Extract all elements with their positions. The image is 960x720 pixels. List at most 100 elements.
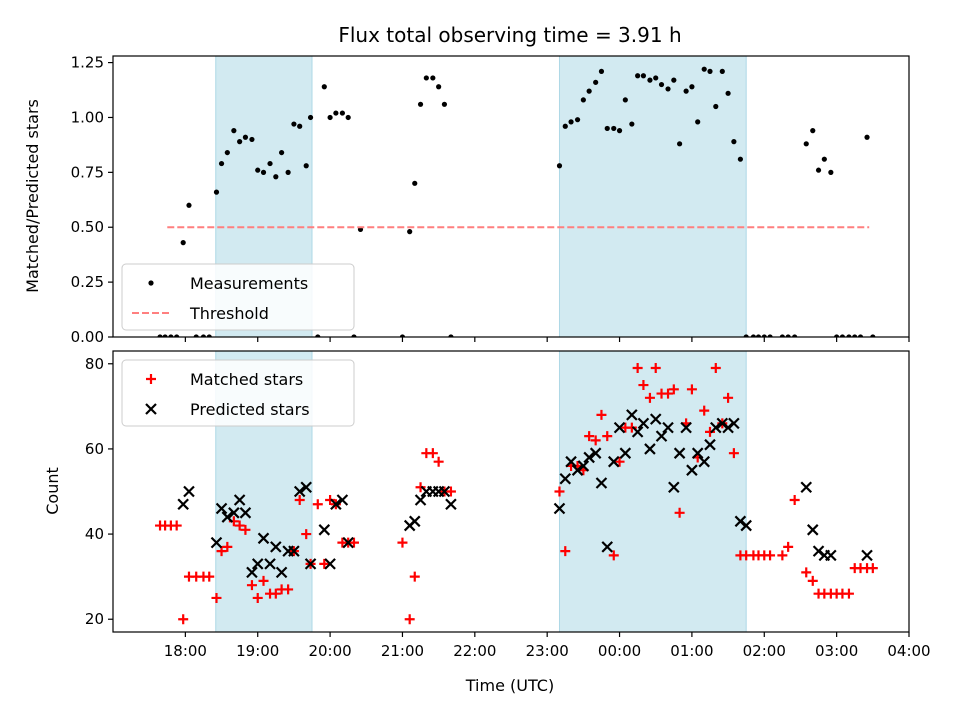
measurements-point <box>580 97 586 103</box>
x-tick-label: 03:00 <box>815 642 858 660</box>
measurements-point <box>321 84 327 90</box>
predicted-stars-point <box>304 558 317 570</box>
predicted-stars-point <box>825 549 837 562</box>
measurements-point <box>174 334 180 337</box>
predicted-stars-point <box>673 447 686 459</box>
y-tick-label: 20 <box>85 610 104 628</box>
y-tick-label: 80 <box>85 355 104 373</box>
measurements-point <box>671 77 677 83</box>
measurements-point <box>213 189 220 195</box>
measurements-point <box>695 119 701 125</box>
measurements-point <box>200 334 207 337</box>
measurements-point <box>218 160 225 167</box>
y-tick-label: 0.75 <box>71 163 104 181</box>
measurements-point <box>731 139 737 145</box>
measurements-point <box>755 334 762 337</box>
plot-area <box>155 363 878 625</box>
bottom-y-axis-label: Count <box>43 467 62 515</box>
matched-stars-point <box>171 520 182 531</box>
legend: Measurements Threshold <box>121 263 355 331</box>
matched-stars-point <box>765 550 776 561</box>
predicted-stars-point <box>318 524 331 536</box>
y-tick-label: 1.00 <box>71 108 104 126</box>
matched-stars-point <box>801 567 812 578</box>
predicted-stars-point <box>861 549 873 562</box>
matched-stars-point <box>445 486 456 497</box>
predicted-stars-point <box>324 558 336 570</box>
matched-stars-point <box>178 614 189 625</box>
y-tick-label: 0.50 <box>71 218 104 236</box>
matched-stars-point <box>789 495 800 506</box>
matched-stars-point <box>216 546 227 557</box>
matched-stars-point <box>301 529 312 540</box>
matched-stars-point <box>427 448 438 459</box>
measurements-point <box>598 68 605 74</box>
predicted-stars-point <box>704 438 716 451</box>
measurements-point <box>441 101 448 107</box>
matched-stars-point <box>638 380 649 391</box>
legend-marker-matched-stars <box>146 374 156 384</box>
measurements-point <box>701 66 707 72</box>
measurements-point <box>815 167 822 173</box>
top-y-axis-label: Matched/Predicted stars <box>23 99 42 293</box>
predicted-stars-point <box>668 481 680 494</box>
measurements-point <box>864 134 870 140</box>
measurements-point <box>828 169 834 175</box>
measurements-point <box>345 114 351 121</box>
measurements-point <box>327 114 333 121</box>
measurements-point <box>750 334 757 337</box>
legend-label-predicted-stars: Predicted stars <box>190 400 310 419</box>
predicted-stars-point <box>336 494 349 506</box>
matched-stars-point <box>234 520 245 531</box>
matched-stars-point <box>240 524 251 535</box>
measurements-point <box>785 334 791 337</box>
measurements-point <box>761 334 767 337</box>
measurements-point <box>237 139 243 145</box>
legend-label-matched-stars: Matched stars <box>190 370 303 389</box>
measurements-point <box>168 334 174 337</box>
matched-stars-point <box>843 588 854 599</box>
predicted-stars-point <box>445 498 457 511</box>
measurements-point <box>417 101 424 107</box>
x-tick-label: 00:00 <box>598 642 641 660</box>
predicted-stars-point <box>619 447 632 459</box>
matched-stars-point <box>258 575 269 586</box>
measurements-point <box>315 334 321 337</box>
predicted-stars-point <box>559 472 572 485</box>
measurements-point <box>640 73 647 79</box>
measurements-point <box>677 141 683 147</box>
predicted-stars-point <box>251 558 264 570</box>
predicted-stars-point <box>330 498 342 511</box>
measurements-point <box>333 110 339 116</box>
matched-stars-point <box>728 448 739 459</box>
matched-stars-point <box>590 435 601 446</box>
x-axis-label: Time (UTC) <box>465 676 554 695</box>
measurements-point <box>399 334 406 337</box>
predicted-stars-point <box>740 519 752 532</box>
measurements-point <box>249 136 255 143</box>
matched-stars-point <box>783 541 794 552</box>
predicted-stars-point <box>607 455 620 468</box>
predicted-stars-point <box>342 536 354 549</box>
bottom-axes: 20 40 60 80 18:00 19:00 20:00 21:00 22:00 23:00 00… <box>85 350 931 660</box>
predicted-stars-point <box>613 421 626 434</box>
x-tick-label: 02:00 <box>743 642 786 660</box>
predicted-stars-point <box>686 464 698 476</box>
predicted-stars-point <box>228 507 240 519</box>
measurements-point <box>285 169 291 175</box>
y-tick-label: 60 <box>85 440 104 458</box>
matched-stars-point <box>644 392 655 403</box>
measurements-point <box>297 123 303 129</box>
measurements-point <box>719 68 725 74</box>
measurements-point <box>653 75 659 81</box>
measurements-point <box>267 160 273 167</box>
predicted-stars-point <box>637 417 650 430</box>
measurements-point <box>683 88 689 94</box>
predicted-stars-point <box>177 498 189 511</box>
predicted-stars-point <box>210 536 223 549</box>
matched-stars-point <box>560 546 571 557</box>
predicted-stars-point <box>691 447 704 459</box>
measurements-point <box>821 156 827 162</box>
matched-stars-point <box>409 571 420 582</box>
measurements-point <box>339 110 345 116</box>
